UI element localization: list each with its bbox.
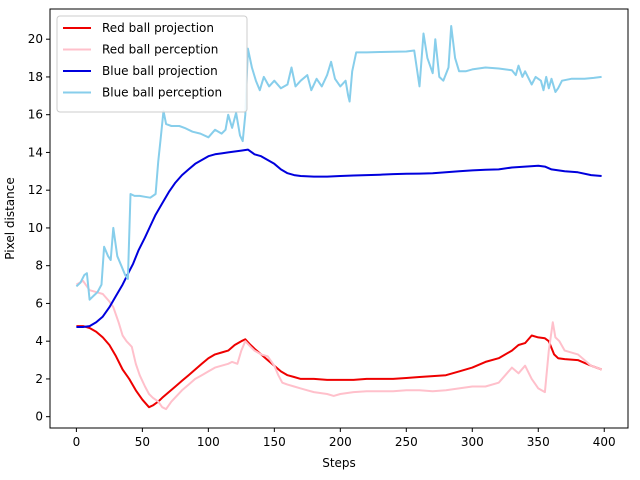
series-line-4 (75, 25, 602, 301)
y-tick-label: 4 (35, 334, 43, 348)
y-tick-label: 2 (35, 372, 43, 386)
y-tick-label: 16 (28, 108, 43, 122)
y-tick-label: 6 (35, 296, 43, 310)
x-axis-label: Steps (322, 456, 356, 470)
legend-label: Blue ball perception (102, 86, 222, 100)
x-tick-label: 250 (395, 435, 418, 449)
y-tick-label: 18 (28, 70, 43, 84)
x-tick-label: 50 (135, 435, 150, 449)
series-line-2 (75, 279, 602, 411)
x-tick-label: 350 (527, 435, 550, 449)
legend-box (56, 15, 248, 113)
y-tick-label: 12 (28, 183, 43, 197)
series-line-3 (76, 148, 602, 328)
y-axis-label: Pixel distance (3, 177, 17, 259)
x-tick-label: 100 (197, 435, 220, 449)
x-tick-label: 200 (329, 435, 352, 449)
y-tick-label: 10 (28, 221, 43, 235)
x-axis: 0 50 100 150 200 250 300 350 400 (73, 428, 616, 449)
legend-label: Red ball projection (102, 21, 214, 35)
axes-frame (49, 8, 629, 429)
plot-lines (75, 25, 602, 411)
legend-label: Blue ball projection (102, 64, 218, 78)
y-tick-label: 0 (35, 410, 43, 424)
y-tick-label: 14 (28, 145, 43, 159)
y-axis: 0 2 4 6 8 10 12 14 16 18 20 (28, 32, 50, 424)
y-tick-label: 8 (35, 259, 43, 273)
y-tick-label: 20 (28, 32, 43, 46)
legend: Red ball projection Red ball perception Bl… (56, 15, 248, 113)
x-tick-label: 300 (461, 435, 484, 449)
x-tick-label: 400 (593, 435, 616, 449)
x-tick-label: 0 (73, 435, 81, 449)
x-tick-label: 150 (263, 435, 286, 449)
legend-label: Red ball perception (102, 43, 218, 57)
